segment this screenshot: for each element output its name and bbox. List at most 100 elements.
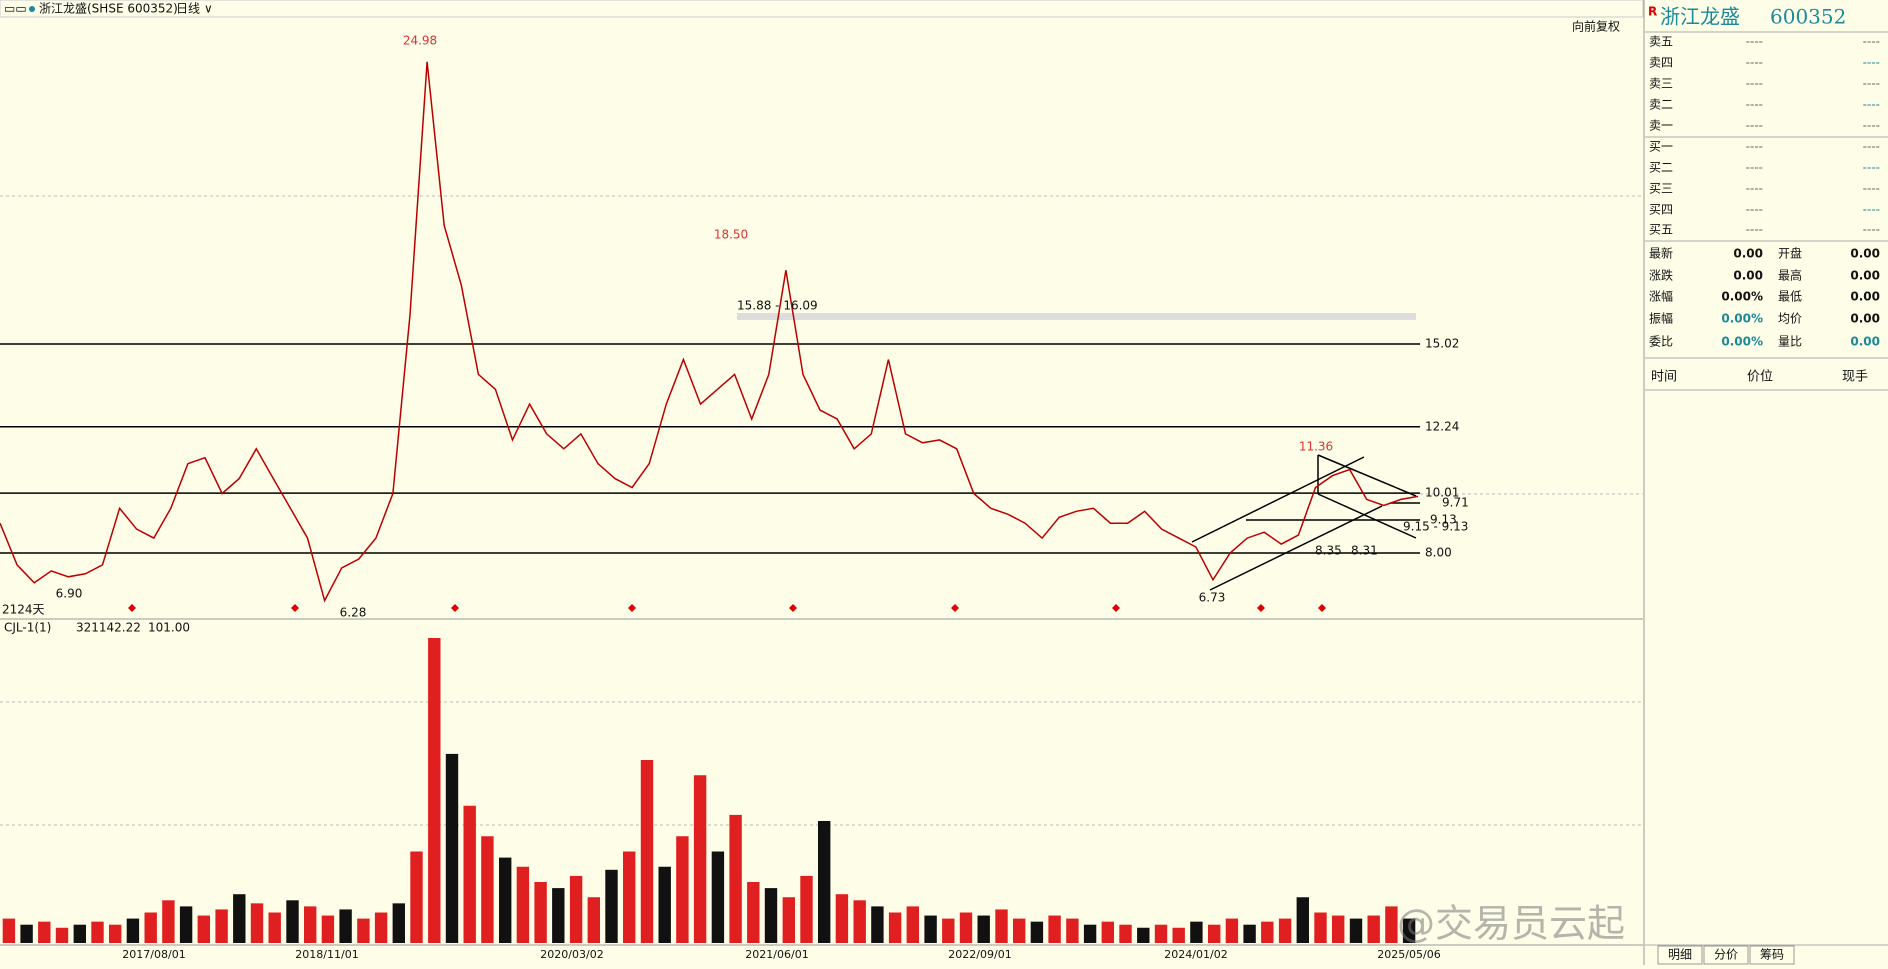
volume-bar — [942, 918, 955, 943]
stat-value: 0.00% — [1721, 335, 1763, 349]
volume-bar — [197, 915, 210, 943]
volume-bar — [959, 912, 973, 943]
book-label: 卖五 — [1649, 35, 1673, 49]
indicator-value: 321142.22 — [76, 621, 141, 635]
volume-bar — [1013, 918, 1026, 943]
volume-bar — [1066, 918, 1079, 943]
level-label: 12.24 — [1425, 419, 1459, 433]
day-count: 2124天 — [2, 603, 45, 617]
volume-bar — [481, 836, 494, 943]
volume-bar — [339, 909, 352, 943]
tab-label[interactable]: 筹码 — [1760, 948, 1784, 962]
volume-bar — [552, 888, 565, 943]
volume-bar — [782, 897, 795, 943]
indicator-name[interactable]: CJL-1(1) — [4, 621, 51, 635]
price-annotation: 6.73 — [1199, 591, 1226, 605]
book-price: ---- — [1746, 161, 1763, 175]
volume-bar — [711, 851, 725, 943]
volume-bar — [1208, 924, 1221, 943]
volume-bar — [640, 760, 654, 943]
book-volume: ---- — [1863, 223, 1880, 237]
volume-bar — [995, 909, 1008, 943]
volume-bar — [268, 912, 281, 943]
book-price: ---- — [1746, 140, 1763, 154]
book-label: 卖二 — [1649, 98, 1673, 112]
price-annotation: 6.90 — [56, 587, 83, 601]
quote-name: 浙江龙盛 — [1660, 5, 1740, 29]
book-volume: ---- — [1863, 35, 1880, 49]
column-header: 现手 — [1842, 370, 1868, 385]
volume-bar — [109, 924, 122, 943]
volume-bar — [1225, 918, 1239, 943]
book-price: ---- — [1746, 182, 1763, 196]
volume-bar — [1349, 918, 1363, 943]
volume-bar — [38, 921, 51, 943]
volume-bar — [374, 912, 388, 943]
volume-bar — [445, 753, 459, 943]
volume-bar — [906, 906, 919, 943]
adjust-mode[interactable]: 向前复权 — [1572, 19, 1620, 34]
price-annotation: 9.15 - 9.13 — [1403, 520, 1468, 534]
volume-bar — [73, 924, 86, 943]
volume-bar — [20, 924, 33, 943]
tab-label[interactable]: 分价 — [1714, 948, 1738, 962]
price-annotation: 9.71 — [1442, 496, 1469, 510]
stat-label: 振幅 — [1649, 311, 1673, 326]
volume-bar — [250, 903, 264, 943]
volume-bar — [55, 927, 69, 943]
volume-bar — [304, 906, 317, 943]
stat-value: 0.00 — [1850, 247, 1880, 261]
stat-value: 0.00 — [1733, 247, 1763, 261]
price-annotation: 9.13 — [1430, 513, 1457, 527]
volume-bar — [144, 912, 157, 943]
stat-value: 0.00 — [1850, 335, 1880, 349]
volume-bar — [1030, 921, 1044, 943]
date-label: 2025/05/06 — [1377, 948, 1440, 961]
date-label: 2018/11/01 — [295, 948, 358, 961]
volume-bar — [747, 882, 760, 943]
dropdown-arrow[interactable]: ∨ — [204, 2, 213, 16]
book-price: ---- — [1746, 35, 1763, 49]
volume-bar — [800, 875, 813, 943]
volume-bar — [569, 875, 583, 943]
book-volume: ---- — [1863, 140, 1880, 154]
period-selector[interactable]: 日线 — [176, 2, 200, 16]
volume-bar — [1402, 918, 1416, 943]
stat-label: 涨跌 — [1649, 268, 1673, 283]
watermark: @交易员云起 — [1397, 902, 1625, 946]
volume-bar — [818, 821, 831, 943]
stat-value: 0.00 — [1733, 269, 1763, 283]
volume-bar — [729, 814, 742, 943]
stat-label: 最低 — [1778, 290, 1802, 304]
volume-bar — [888, 912, 902, 943]
volume-bar — [357, 918, 370, 943]
book-label: 买五 — [1649, 223, 1673, 237]
tab[interactable] — [1703, 945, 1749, 965]
book-volume: ---- — [1863, 56, 1880, 70]
book-label: 买一 — [1649, 140, 1673, 154]
volume-bar — [463, 805, 476, 943]
stat-label: 最高 — [1778, 268, 1802, 283]
indicator-value: 101.00 — [148, 621, 190, 635]
stat-value: 0.00 — [1850, 312, 1880, 326]
volume-bar — [233, 894, 246, 943]
book-volume: ---- — [1863, 161, 1880, 175]
volume-bar — [162, 900, 175, 943]
book-label: 买四 — [1649, 203, 1673, 217]
stat-value: 0.00 — [1850, 269, 1880, 283]
volume-bar — [1385, 906, 1398, 943]
book-volume: ---- — [1863, 203, 1880, 217]
book-price: ---- — [1746, 56, 1763, 70]
price-annotation: 6.28 — [340, 606, 367, 620]
volume-bar — [1367, 915, 1380, 943]
volume-bar — [977, 915, 990, 943]
signal-markers — [128, 604, 1326, 612]
book-price: ---- — [1746, 203, 1763, 217]
book-price: ---- — [1746, 223, 1763, 237]
book-price: ---- — [1746, 98, 1763, 112]
volume-bar — [1048, 915, 1061, 943]
tab-label[interactable]: 明细 — [1668, 948, 1692, 962]
volume-bar — [924, 915, 937, 943]
tab[interactable] — [1749, 945, 1795, 965]
tab[interactable] — [1657, 945, 1703, 965]
